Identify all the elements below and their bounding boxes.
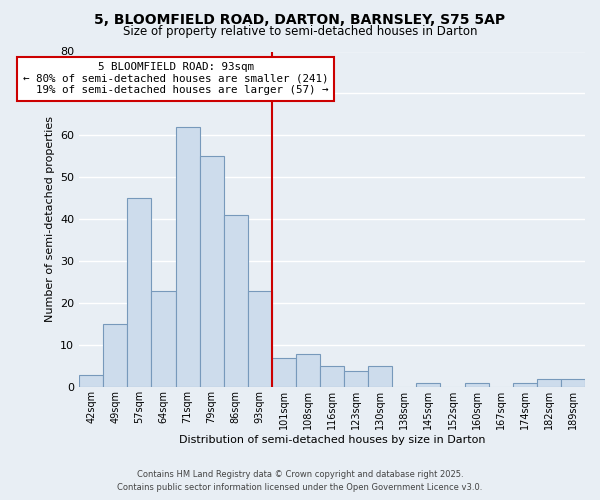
Bar [416, 383, 440, 388]
Bar [272, 358, 296, 388]
Bar [151, 291, 176, 388]
Bar [200, 156, 224, 388]
X-axis label: Distribution of semi-detached houses by size in Darton: Distribution of semi-detached houses by … [179, 435, 485, 445]
Bar [561, 379, 585, 388]
Bar [79, 374, 103, 388]
Bar [537, 379, 561, 388]
Bar [103, 324, 127, 388]
Bar [296, 354, 320, 388]
Bar [368, 366, 392, 388]
Bar [320, 366, 344, 388]
Text: Size of property relative to semi-detached houses in Darton: Size of property relative to semi-detach… [123, 25, 477, 38]
Bar [127, 198, 151, 388]
Y-axis label: Number of semi-detached properties: Number of semi-detached properties [44, 116, 55, 322]
Bar [248, 291, 272, 388]
Text: Contains HM Land Registry data © Crown copyright and database right 2025.
Contai: Contains HM Land Registry data © Crown c… [118, 470, 482, 492]
Bar [464, 383, 488, 388]
Bar [344, 370, 368, 388]
Text: 5, BLOOMFIELD ROAD, DARTON, BARNSLEY, S75 5AP: 5, BLOOMFIELD ROAD, DARTON, BARNSLEY, S7… [94, 12, 506, 26]
Text: 5 BLOOMFIELD ROAD: 93sqm
← 80% of semi-detached houses are smaller (241)
  19% o: 5 BLOOMFIELD ROAD: 93sqm ← 80% of semi-d… [23, 62, 328, 95]
Bar [176, 127, 200, 388]
Bar [224, 215, 248, 388]
Bar [513, 383, 537, 388]
